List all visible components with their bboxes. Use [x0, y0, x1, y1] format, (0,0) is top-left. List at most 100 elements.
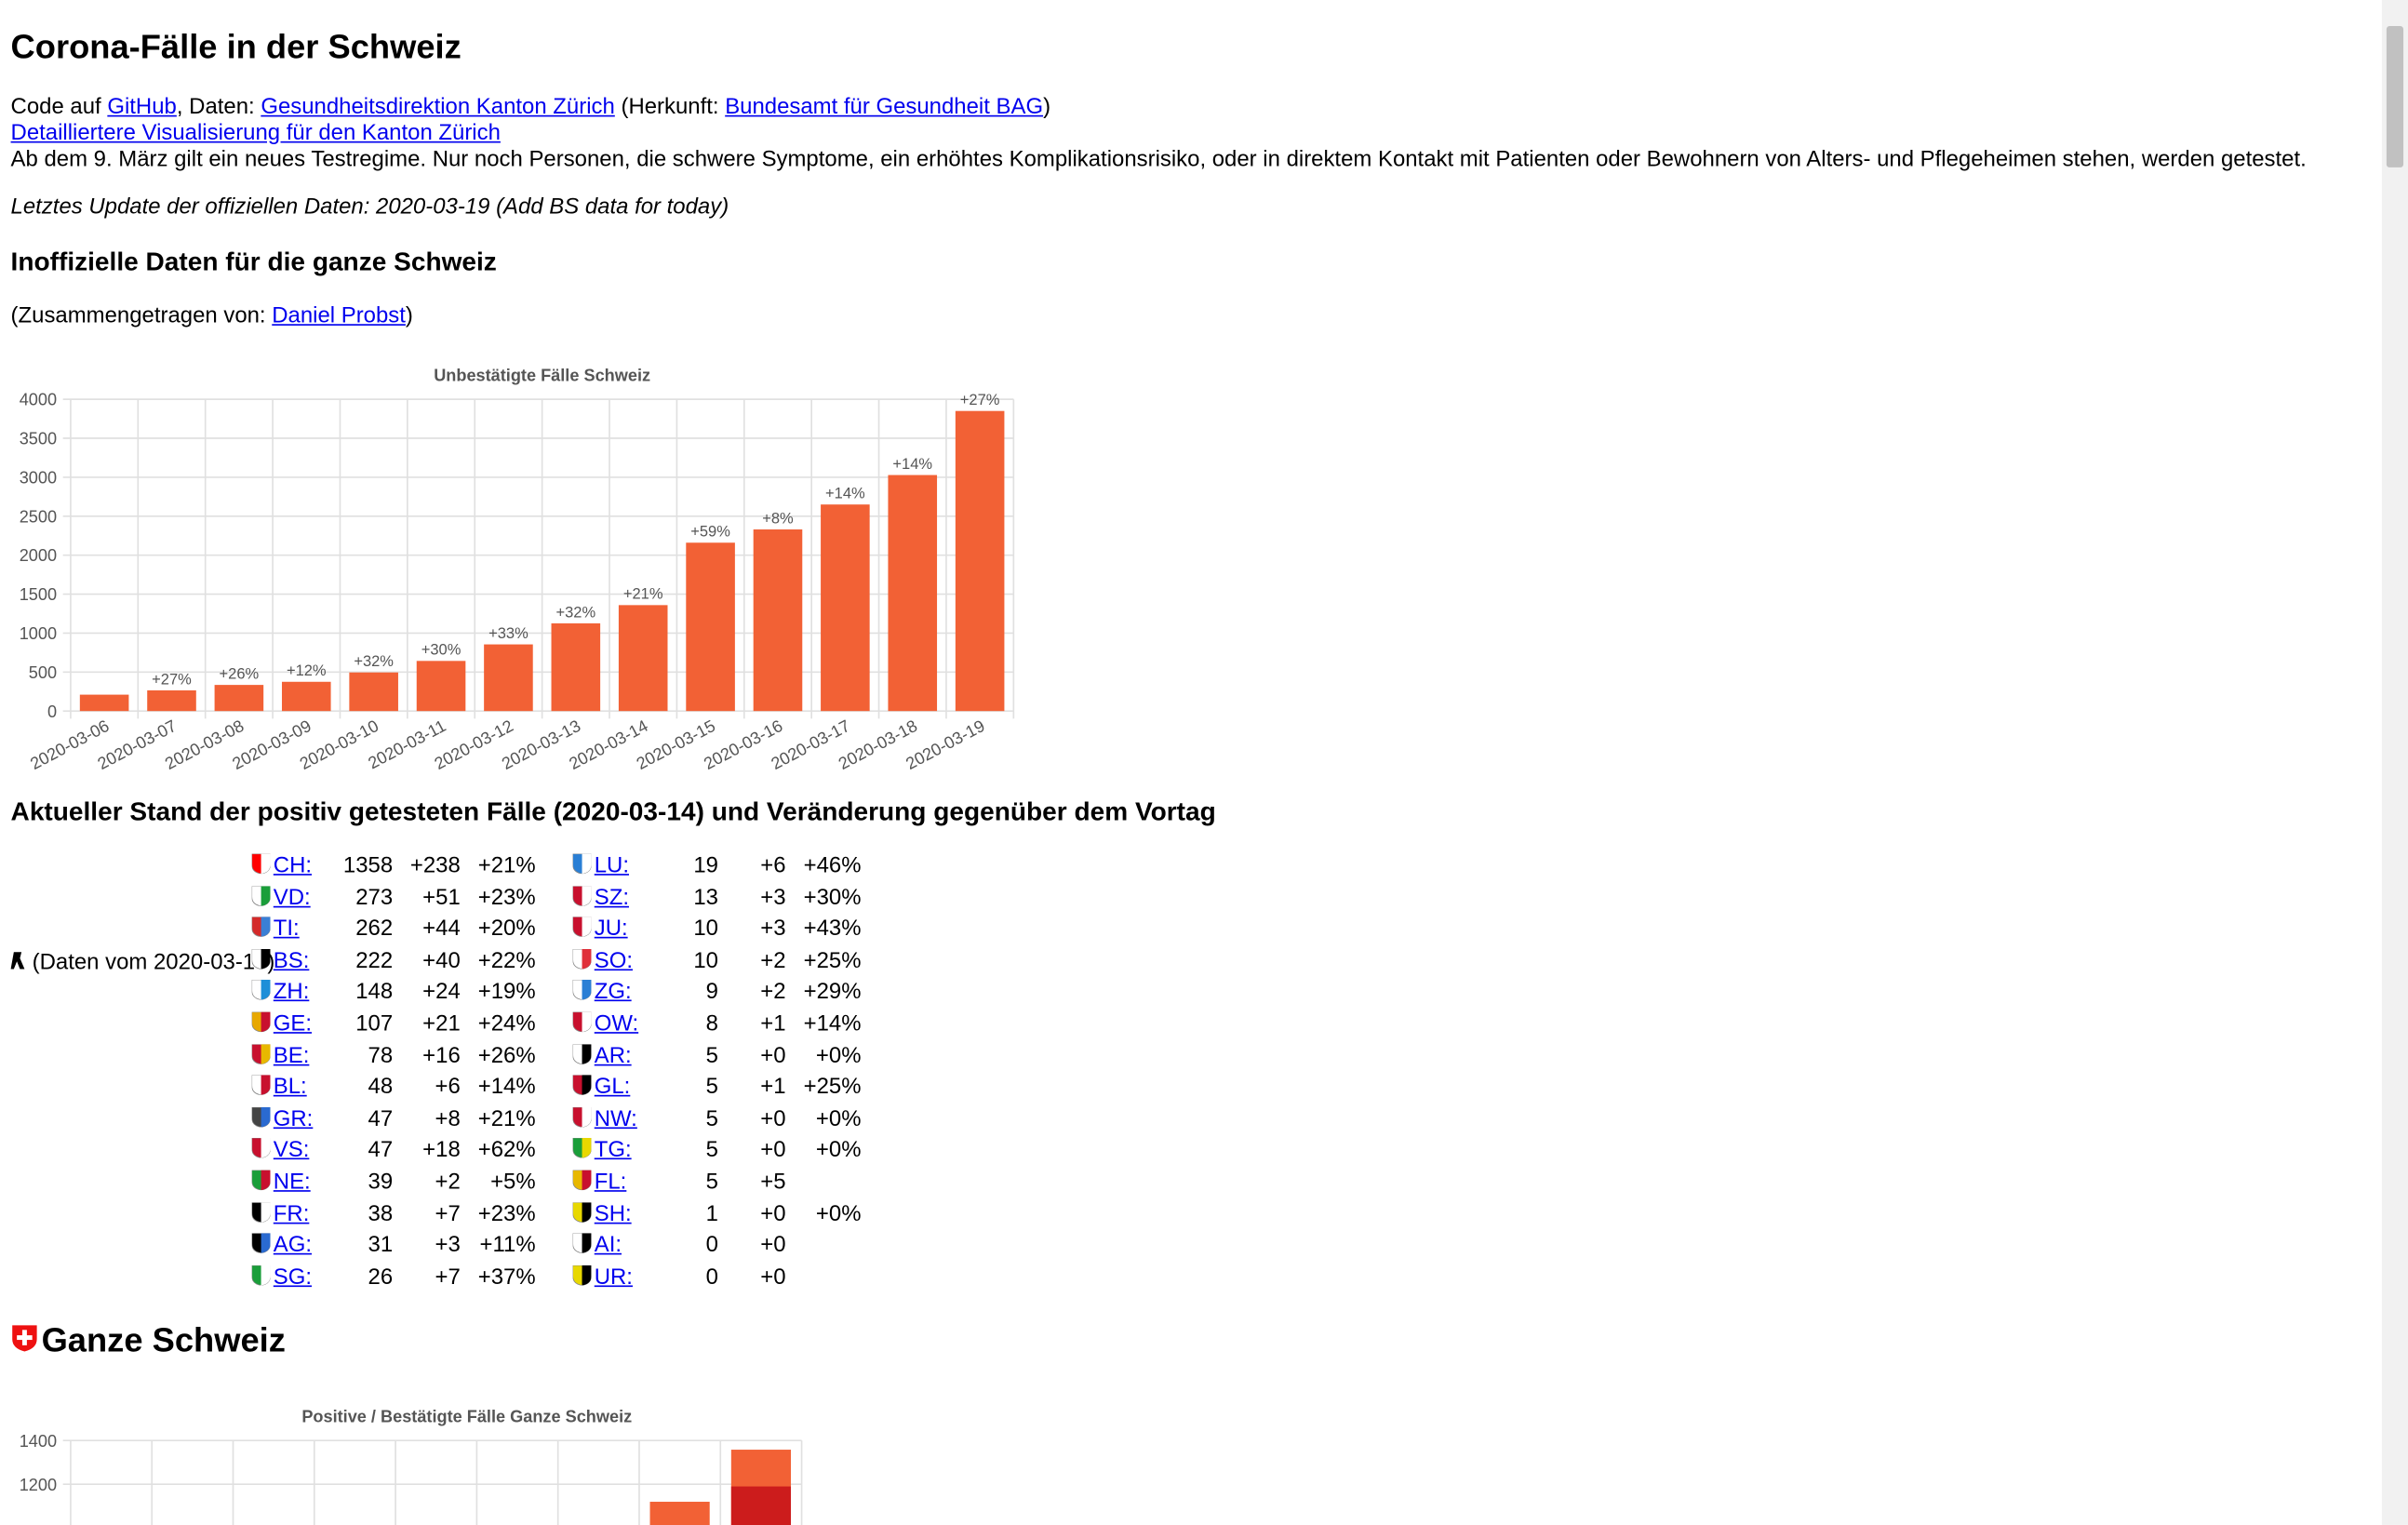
source-line: Code auf GitHub, Daten: Gesundheitsdirek…	[11, 95, 1051, 119]
y-tick-label: 0	[47, 702, 57, 721]
canton-link-ti[interactable]: TI:	[273, 916, 300, 943]
canton-percent	[786, 1167, 862, 1198]
canton-cell: GR:	[251, 1104, 314, 1135]
canton-delta: +24	[422, 980, 461, 1006]
canton-percent: +0%	[815, 1043, 862, 1069]
bag-link[interactable]: Bundesamt für Gesundheit BAG	[725, 95, 1044, 120]
data-label: +27%	[960, 392, 1000, 408]
canton-link-nw[interactable]: NW:	[594, 1106, 637, 1132]
bar	[649, 1502, 710, 1525]
canton-link-sg[interactable]: SG:	[273, 1264, 313, 1290]
canton-link-ge[interactable]: GE:	[273, 1011, 313, 1037]
canton-cell: SO:	[572, 945, 639, 977]
canton-percent: +20%	[477, 916, 536, 943]
canton-delta: +44	[422, 916, 461, 943]
canton-link-gl[interactable]: GL:	[594, 1075, 631, 1101]
bl-flag-icon	[251, 1074, 271, 1096]
canton-delta: +238	[409, 853, 461, 879]
testregime-text: Ab dem 9. März gilt ein neues Testregime…	[10, 147, 2307, 172]
canton-link-ne[interactable]: NE:	[273, 1170, 311, 1195]
bar	[349, 672, 398, 712]
ow-flag-icon	[572, 1010, 592, 1033]
canton-count: 222	[355, 948, 394, 974]
canton-count: 47	[368, 1106, 394, 1132]
canton-percent: +25%	[803, 948, 862, 974]
canton-count: 5	[705, 1106, 718, 1132]
ch-flag-icon	[251, 852, 271, 875]
canton-link-sh[interactable]: SH:	[594, 1201, 632, 1226]
canton-delta: +7	[435, 1201, 461, 1226]
canton-row: GL: 5 +1 +25%	[572, 1072, 861, 1104]
canton-percent	[786, 1262, 862, 1293]
canton-link-be[interactable]: BE:	[273, 1043, 310, 1069]
canton-link-tg[interactable]: TG:	[594, 1138, 632, 1163]
canton-delta: +2	[435, 1170, 461, 1195]
canton-link-ag[interactable]: AG:	[273, 1233, 313, 1258]
canton-link-so[interactable]: SO:	[594, 948, 633, 974]
canton-delta: +0	[760, 1201, 786, 1226]
canton-link-fl[interactable]: FL:	[594, 1170, 627, 1195]
canton-count: 5	[705, 1170, 718, 1195]
canton-cell: LU:	[572, 850, 639, 882]
canton-cell: VS:	[251, 1135, 314, 1167]
canton-delta: +3	[760, 916, 786, 943]
canton-link-ur[interactable]: UR:	[594, 1264, 633, 1290]
y-tick-label: 1400	[20, 1432, 57, 1451]
canton-percent: +37%	[477, 1264, 536, 1290]
canton-link-vs[interactable]: VS:	[273, 1138, 310, 1163]
gd-link[interactable]: Gesundheitsdirektion Kanton Zürich	[261, 95, 615, 120]
canton-delta: +21	[422, 1011, 461, 1037]
page-title: Corona-Fälle in der Schweiz	[10, 27, 462, 66]
detail-visualisierung-link[interactable]: Detailliertere Visualisierung für den Ka…	[10, 121, 501, 146]
github-link[interactable]: GitHub	[107, 95, 177, 120]
sg-flag-icon	[251, 1264, 271, 1286]
canton-count: 1	[705, 1201, 718, 1226]
canton-link-gr[interactable]: GR:	[273, 1106, 314, 1132]
canton-row: FR: 38 +7 +23%	[251, 1198, 536, 1230]
canton-row: GE: 107 +21 +24%	[251, 1009, 536, 1040]
canton-link-ai[interactable]: AI:	[594, 1233, 622, 1258]
canton-row: TI: 262 +44 +20%	[251, 914, 536, 945]
bar	[888, 475, 938, 712]
canton-percent: +0%	[815, 1138, 862, 1163]
canton-link-sz[interactable]: SZ:	[594, 885, 629, 911]
canton-percent: +11%	[479, 1233, 536, 1258]
y-tick-label: 1500	[20, 585, 57, 604]
data-label: +26%	[220, 666, 260, 683]
canton-delta: +0	[760, 1106, 786, 1132]
data-label: +32%	[555, 604, 595, 621]
canton-link-zg[interactable]: ZG:	[594, 980, 632, 1006]
canton-delta: +0	[760, 1264, 786, 1290]
canton-link-bl[interactable]: BL:	[273, 1075, 307, 1101]
vertical-scrollbar[interactable]	[2381, 0, 2408, 1525]
canton-link-ch[interactable]: CH:	[273, 853, 313, 879]
y-tick-label: 3500	[20, 430, 57, 448]
canton-link-lu[interactable]: LU:	[594, 853, 630, 879]
bar	[618, 605, 668, 712]
canton-count: 148	[355, 980, 394, 1006]
scrollbar-thumb[interactable]	[2386, 26, 2404, 167]
bar	[821, 504, 870, 712]
data-label: +27%	[152, 671, 192, 688]
source-close: )	[1043, 95, 1051, 120]
canton-count: 19	[693, 853, 718, 879]
y-tick-label: 4000	[20, 391, 57, 409]
canton-cell: NE:	[251, 1167, 314, 1198]
chart-title: Unbestätigte Fälle Schweiz	[434, 366, 650, 384]
canton-link-ju[interactable]: JU:	[594, 916, 628, 943]
canton-link-fr[interactable]: FR:	[273, 1201, 310, 1226]
canton-link-ar[interactable]: AR:	[594, 1043, 632, 1069]
canton-link-zh[interactable]: ZH:	[273, 980, 310, 1006]
canton-row: OW: 8 +1 +14%	[572, 1009, 861, 1040]
data-label: +33%	[488, 625, 528, 642]
compiled-suffix: )	[405, 303, 413, 329]
ti-flag-icon	[251, 916, 271, 938]
canton-percent: +62%	[477, 1138, 536, 1163]
canton-link-vd[interactable]: VD:	[273, 885, 311, 911]
gr-flag-icon	[251, 1105, 271, 1128]
canton-link-ow[interactable]: OW:	[594, 1011, 639, 1037]
canton-link-bs[interactable]: BS:	[273, 948, 310, 974]
daniel-probst-link[interactable]: Daniel Probst	[272, 303, 406, 329]
canton-percent: +23%	[477, 885, 536, 911]
canton-count: 1358	[342, 853, 394, 879]
